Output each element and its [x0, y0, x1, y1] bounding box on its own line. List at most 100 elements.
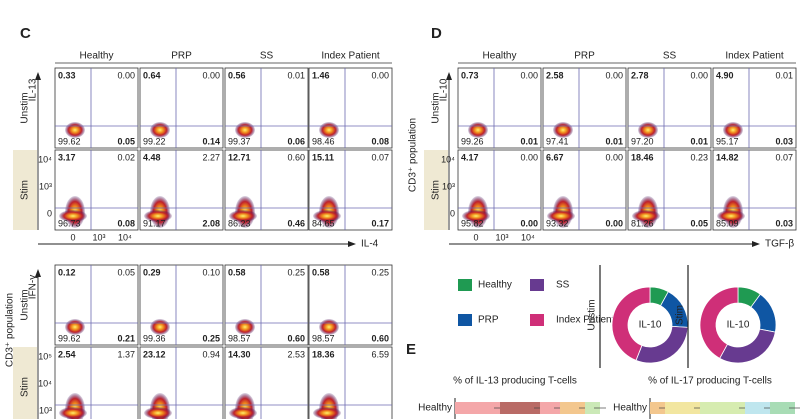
quadrant-value: 0.00 [605, 152, 623, 162]
bar-segment [770, 402, 795, 414]
panel-label: E [406, 341, 416, 358]
donut-center: IL-10 [727, 320, 750, 331]
legend-label: SS [556, 280, 570, 291]
quadrant-value: 0.03 [775, 218, 793, 228]
quadrant-value: 81.26 [631, 218, 654, 228]
density [547, 210, 575, 222]
quadrant-value: 0.60 [287, 152, 305, 162]
y-axis-label: CD3⁺ population [5, 293, 16, 367]
condition-band [13, 150, 37, 230]
arrow [446, 72, 452, 80]
quadrant-value: 0.64 [143, 70, 161, 80]
quadrant-value: 1.46 [312, 70, 330, 80]
quadrant-value: 0.00 [605, 70, 623, 80]
column-header: Index Patient [725, 51, 784, 62]
quadrant-value: 0.01 [287, 70, 305, 80]
density [313, 407, 341, 419]
panel-label: C [20, 25, 31, 42]
quadrant-value: 1.37 [117, 349, 135, 359]
condition-label: Unstim [587, 299, 598, 330]
quadrant-value: 0.17 [371, 218, 389, 228]
legend-swatch [530, 314, 544, 326]
arrow [348, 241, 356, 247]
quadrant-value: 0.25 [202, 333, 220, 343]
quadrant-value: 18.46 [631, 152, 654, 162]
legend-label: PRP [478, 315, 499, 326]
condition-label: Unstim [431, 92, 442, 123]
quadrant-value: 0.05 [117, 267, 135, 277]
quadrant-value: 0.58 [312, 267, 330, 277]
density [717, 210, 745, 222]
quadrant-value: 97.20 [631, 136, 654, 146]
condition-band [13, 347, 37, 419]
quadrant-value: 93.32 [546, 218, 569, 228]
y-tick-label: 10³ [442, 181, 455, 191]
density [229, 407, 257, 419]
chart-title: % of IL-13 producing T-cells [453, 376, 577, 387]
y-axis-label: CD3⁺ population [408, 118, 419, 192]
donut-center: IL-10 [639, 320, 662, 331]
quadrant-value: 0.07 [775, 152, 793, 162]
quadrant-value: 98.57 [228, 333, 251, 343]
quadrant-value: 2.58 [546, 70, 564, 80]
quadrant-value: 99.37 [228, 136, 251, 146]
quadrant-value: 0.23 [690, 152, 708, 162]
y-tick-label: 0 [450, 208, 455, 218]
condition-label: Unstim [20, 289, 31, 320]
quadrant-value: 0.03 [775, 136, 793, 146]
bar-segment [650, 402, 665, 414]
category-label: Healthy [418, 403, 452, 414]
quadrant-value: 0.00 [117, 70, 135, 80]
legend-swatch [530, 279, 544, 291]
quadrant-value: 85.09 [716, 218, 739, 228]
quadrant-value: 0.29 [143, 267, 161, 277]
panel-label: D [431, 25, 442, 42]
quadrant-value: 0.21 [117, 333, 135, 343]
quadrant-value: 84.65 [312, 218, 335, 228]
y-tick-label: 10³ [39, 405, 52, 415]
condition-label: Stim [431, 180, 442, 200]
bar-segment [700, 402, 745, 414]
quadrant-value: 0.33 [58, 70, 76, 80]
quadrant-value: 4.17 [461, 152, 479, 162]
legend-swatch [458, 314, 472, 326]
quadrant-value: 0.60 [287, 333, 305, 343]
y-marker: IL-13 [28, 78, 39, 101]
quadrant-value: 2.08 [202, 218, 220, 228]
y-tick-label: 10⁴ [38, 154, 52, 164]
quadrant-value: 0.73 [461, 70, 479, 80]
y-marker: IL-10 [439, 78, 450, 101]
quadrant-value: 0.00 [520, 152, 538, 162]
density [144, 210, 172, 222]
quadrant-value: 95.17 [716, 136, 739, 146]
y-tick-label: 10⁴ [38, 378, 52, 388]
column-header: Healthy [80, 51, 114, 62]
quadrant-value: 14.30 [228, 349, 251, 359]
x-tick-label: 10⁴ [118, 232, 132, 242]
quadrant-value: 99.62 [58, 136, 81, 146]
quadrant-value: 23.12 [143, 349, 166, 359]
condition-label: Unstim [20, 92, 31, 123]
arrow [752, 241, 760, 247]
column-header: PRP [574, 51, 595, 62]
quadrant-value: 99.26 [461, 136, 484, 146]
quadrant-value: 0.01 [775, 70, 793, 80]
column-header: PRP [171, 51, 192, 62]
legend-swatch [458, 279, 472, 291]
quadrant-value: 4.48 [143, 152, 161, 162]
arrow [35, 269, 41, 277]
quadrant-value: 2.27 [202, 152, 220, 162]
quadrant-value: 0.06 [287, 136, 305, 146]
quadrant-value: 0.25 [371, 267, 389, 277]
density [59, 210, 87, 222]
quadrant-value: 18.36 [312, 349, 335, 359]
x-tick-label: 0 [70, 232, 75, 242]
bar-segment [500, 402, 540, 414]
quadrant-value: 0.08 [371, 136, 389, 146]
quadrant-value: 86.23 [228, 218, 251, 228]
x-tick-label: 10³ [495, 232, 508, 242]
quadrant-value: 98.57 [312, 333, 335, 343]
quadrant-value: 0.01 [605, 136, 623, 146]
column-header: SS [663, 51, 677, 62]
y-tick-label: 10³ [39, 181, 52, 191]
